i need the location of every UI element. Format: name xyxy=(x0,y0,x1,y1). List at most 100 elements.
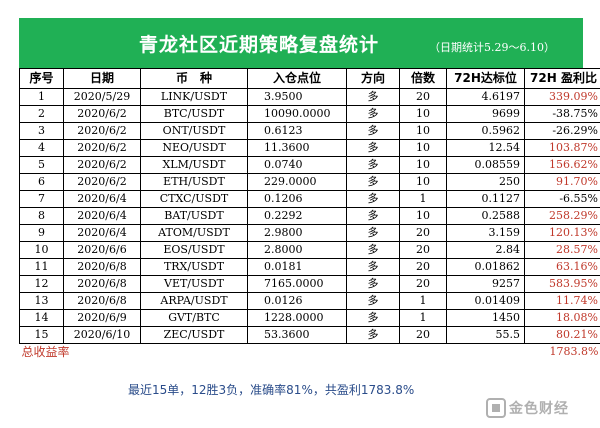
cell-pair: BAT/USDT xyxy=(140,207,248,225)
page-title: 青龙社区近期策略复盘统计 xyxy=(139,34,380,56)
date-range-subtitle: （日期统计5.29～6.10） xyxy=(429,41,555,54)
cell-direction: 多 xyxy=(346,292,400,310)
cell-no: 6 xyxy=(19,173,64,191)
cell-leverage: 10 xyxy=(399,207,447,225)
total-row: 总收益率 1783.8% xyxy=(19,343,600,360)
cell-target: 1450 xyxy=(446,309,525,327)
cell-leverage: 1 xyxy=(399,190,447,208)
total-value: 1783.8% xyxy=(524,343,600,360)
cell-date: 2020/6/8 xyxy=(63,292,141,310)
cell-date: 2020/6/4 xyxy=(63,190,141,208)
cell-profit: 80.21% xyxy=(524,326,600,344)
cell-entry: 0.2292 xyxy=(247,207,347,225)
cell-pair: GVT/BTC xyxy=(140,309,248,327)
cell-profit: 91.70% xyxy=(524,173,600,191)
cell-direction: 多 xyxy=(346,139,400,157)
cell-date: 2020/6/2 xyxy=(63,173,141,191)
cell-leverage: 20 xyxy=(399,88,447,106)
cell-entry: 2.8000 xyxy=(247,241,347,259)
cell-direction: 多 xyxy=(346,309,400,327)
cell-leverage: 10 xyxy=(399,122,447,140)
cell-leverage: 10 xyxy=(399,139,447,157)
header-pair: 币 种 xyxy=(140,68,248,89)
cell-leverage: 10 xyxy=(399,173,447,191)
cell-pair: XLM/USDT xyxy=(140,156,248,174)
cell-date: 2020/6/2 xyxy=(63,156,141,174)
cell-entry: 0.0181 xyxy=(247,258,347,276)
cell-no: 4 xyxy=(19,139,64,157)
cell-leverage: 20 xyxy=(399,326,447,344)
brand-logo-area: 金色财经 xyxy=(486,398,569,418)
cell-entry: 1228.0000 xyxy=(247,309,347,327)
cell-target: 55.5 xyxy=(446,326,525,344)
cell-target: 0.08559 xyxy=(446,156,525,174)
cell-date: 2020/6/2 xyxy=(63,122,141,140)
cell-leverage: 20 xyxy=(399,258,447,276)
cell-leverage: 20 xyxy=(399,241,447,259)
cell-no: 1 xyxy=(19,88,64,106)
cell-pair: ATOM/USDT xyxy=(140,224,248,242)
cell-profit: 28.57% xyxy=(524,241,600,259)
cell-direction: 多 xyxy=(346,224,400,242)
cell-entry: 53.3600 xyxy=(247,326,347,344)
cell-target: 12.54 xyxy=(446,139,525,157)
cell-profit: 258.29% xyxy=(524,207,600,225)
cell-direction: 多 xyxy=(346,88,400,106)
header-target: 72H达标位 xyxy=(446,68,525,89)
cell-date: 2020/6/8 xyxy=(63,258,141,276)
cell-date: 2020/6/4 xyxy=(63,224,141,242)
cell-direction: 多 xyxy=(346,105,400,123)
header-profit: 72H 盈利比 xyxy=(524,68,600,89)
cell-target: 0.01862 xyxy=(446,258,525,276)
cell-date: 2020/6/6 xyxy=(63,241,141,259)
cell-direction: 多 xyxy=(346,190,400,208)
cell-entry: 10090.0000 xyxy=(247,105,347,123)
cell-leverage: 10 xyxy=(399,105,447,123)
cell-no: 8 xyxy=(19,207,64,225)
cell-direction: 多 xyxy=(346,173,400,191)
cell-profit: -6.55% xyxy=(524,190,600,208)
table-row: 15 2020/6/10 ZEC/USDT 53.3600 多 20 55.5 80.21% xyxy=(19,326,600,344)
cell-direction: 多 xyxy=(346,156,400,174)
cell-profit: 583.95% xyxy=(524,275,600,293)
header-entry: 入仓点位 xyxy=(247,68,347,89)
cell-no: 10 xyxy=(19,241,64,259)
header-no: 序号 xyxy=(19,68,64,89)
cell-direction: 多 xyxy=(346,326,400,344)
cell-target: 4.6197 xyxy=(446,88,525,106)
cell-date: 2020/5/29 xyxy=(63,88,141,106)
cell-leverage: 10 xyxy=(399,156,447,174)
header-direction: 方向 xyxy=(346,68,400,89)
cell-no: 5 xyxy=(19,156,64,174)
cell-pair: NEO/USDT xyxy=(140,139,248,157)
header-date: 日期 xyxy=(63,68,141,89)
cell-pair: ETH/USDT xyxy=(140,173,248,191)
cell-profit: -38.75% xyxy=(524,105,600,123)
cell-direction: 多 xyxy=(346,122,400,140)
cell-entry: 229.0000 xyxy=(247,173,347,191)
cell-target: 2.84 xyxy=(446,241,525,259)
cell-no: 12 xyxy=(19,275,64,293)
cell-date: 2020/6/8 xyxy=(63,275,141,293)
cell-entry: 7165.0000 xyxy=(247,275,347,293)
table-row: 11 2020/6/8 TRX/USDT 0.0181 多 20 0.01862 63.16% xyxy=(19,258,600,276)
cell-pair: VET/USDT xyxy=(140,275,248,293)
table-row: 3 2020/6/2 ONT/USDT 0.6123 多 10 0.5962 -26.29% xyxy=(19,122,600,140)
cell-target: 0.5962 xyxy=(446,122,525,140)
cell-no: 7 xyxy=(19,190,64,208)
summary-text: 最近15单，12胜3负，准确率81%，共盈利1783.8% xyxy=(128,383,415,397)
cell-pair: CTXC/USDT xyxy=(140,190,248,208)
cell-direction: 多 xyxy=(346,275,400,293)
cell-no: 13 xyxy=(19,292,64,310)
strategy-table: 序号 日期 币 种 入仓点位 方向 倍数 72H达标位 72H 盈利比 1 202… xyxy=(19,68,600,360)
cell-direction: 多 xyxy=(346,258,400,276)
cell-date: 2020/6/2 xyxy=(63,105,141,123)
brand-name: 金色财经 xyxy=(509,401,569,417)
cell-no: 3 xyxy=(19,122,64,140)
cell-date: 2020/6/10 xyxy=(63,326,141,344)
table-row: 12 2020/6/8 VET/USDT 7165.0000 多 20 9257 583.95… xyxy=(19,275,600,293)
cell-target: 9699 xyxy=(446,105,525,123)
cell-no: 11 xyxy=(19,258,64,276)
cell-profit: -26.29% xyxy=(524,122,600,140)
cell-leverage: 20 xyxy=(399,275,447,293)
